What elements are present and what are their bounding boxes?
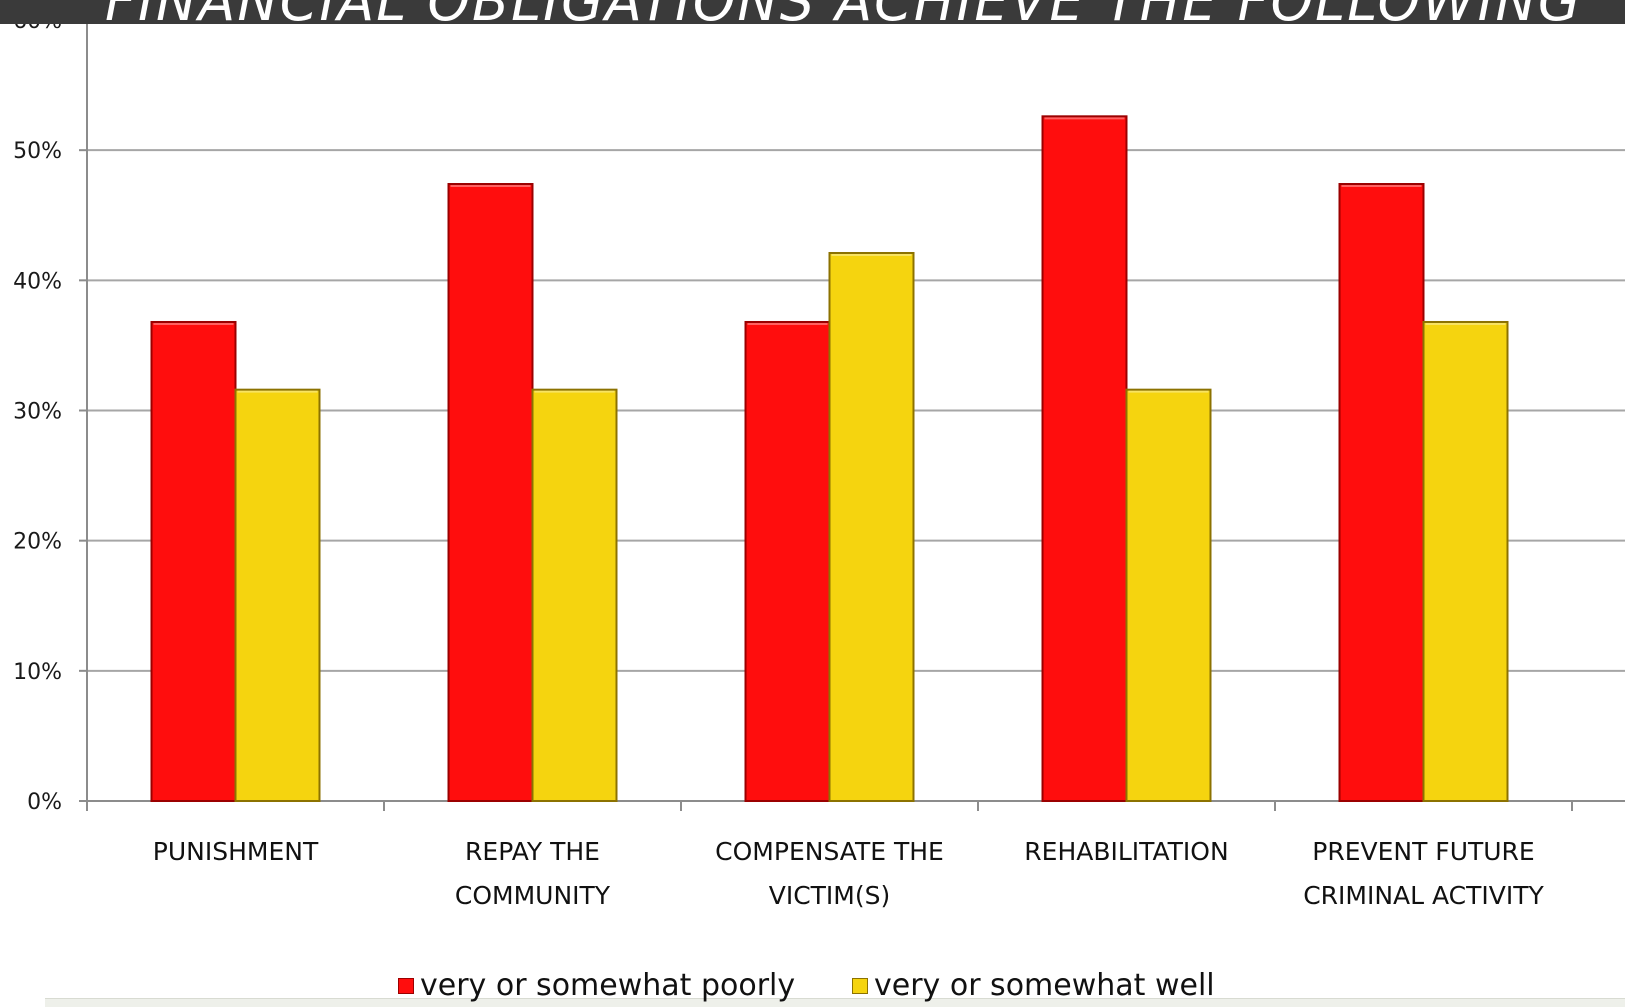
x-category-label-1-0: REPAY THE (465, 837, 600, 866)
x-category-label-1-1: COMMUNITY (455, 881, 611, 910)
bar-poorly-3 (1041, 115, 1128, 803)
y-tick-label-3: 30% (13, 400, 62, 425)
bar-well-0 (234, 388, 321, 802)
y-tick-label-0: 0% (27, 790, 62, 815)
footer-strip (45, 998, 1625, 1007)
legend-label-poorly: very or somewhat poorly (420, 968, 796, 1003)
x-category-label-4-1: CRIMINAL ACTIVITY (1303, 881, 1544, 910)
bar-well-2 (828, 251, 915, 802)
y-tick-label-2: 20% (13, 530, 62, 555)
legend-swatch-well (852, 977, 868, 994)
bar-well-4 (1422, 320, 1509, 802)
title-bar: FINANCIAL OBLIGATIONS ACHIEVE THE FOLLOW… (0, 0, 1625, 24)
x-category-label-2-0: COMPENSATE THE (715, 837, 944, 866)
x-category-label-2-1: VICTIM(S) (769, 881, 891, 910)
bar-well-1 (531, 388, 618, 802)
x-category-label-4-0: PREVENT FUTURE (1312, 837, 1534, 866)
legend-label-well: very or somewhat well (874, 968, 1215, 1003)
bar-poorly-2 (744, 320, 831, 802)
bar-poorly-1 (447, 183, 534, 802)
legend-swatch-poorly (398, 977, 414, 994)
x-category-label-3-0: REHABILITATION (1024, 837, 1228, 866)
chart-title-fragment: FINANCIAL OBLIGATIONS ACHIEVE THE FOLLOW… (105, 0, 1582, 24)
y-tick-label-4: 40% (13, 269, 62, 294)
x-category-label-0-0: PUNISHMENT (153, 837, 319, 866)
legend-item-poorly: very or somewhat poorly (398, 968, 795, 1003)
legend-item-well: very or somewhat well (852, 968, 1215, 1003)
bar-well-3 (1125, 388, 1212, 802)
y-tick-label-5: 50% (13, 139, 62, 164)
bar-poorly-4 (1338, 183, 1425, 802)
y-tick-label-1: 10% (13, 660, 62, 685)
legend: very or somewhat poorly very or somewhat… (0, 968, 1625, 1004)
bar-poorly-0 (150, 320, 237, 802)
